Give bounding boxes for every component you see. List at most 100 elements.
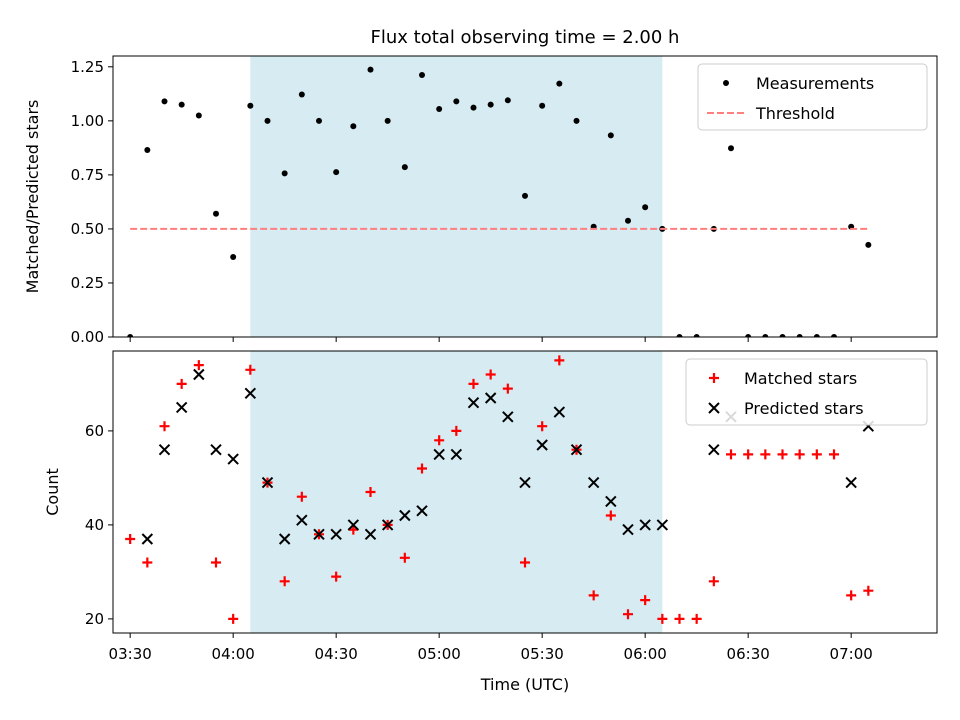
x-tick-label: 07:00 xyxy=(830,645,873,663)
measurement-point xyxy=(333,169,340,176)
measurement-point xyxy=(539,102,546,109)
predicted-star-point xyxy=(519,476,531,489)
predicted-star-point xyxy=(416,505,428,517)
matched-star-point xyxy=(159,421,170,432)
measurement-point xyxy=(796,334,803,337)
measurement-point xyxy=(247,102,254,109)
measurement-point xyxy=(625,217,631,224)
measurement-point xyxy=(178,101,185,108)
measurement-point xyxy=(127,334,134,337)
measurement-point xyxy=(161,98,168,105)
measurement-point xyxy=(281,170,288,177)
predicted-star-point xyxy=(502,411,514,423)
bottom-plot-area xyxy=(125,355,875,624)
y-axis-label: Count xyxy=(43,468,62,516)
matched-star-point xyxy=(726,449,736,460)
measurement-point xyxy=(813,334,820,337)
measurement-point xyxy=(264,117,271,124)
predicted-star-point xyxy=(570,443,583,456)
matched-star-point xyxy=(399,552,410,563)
matched-star-point xyxy=(657,613,668,624)
measurement-point xyxy=(195,112,202,119)
matched-star-point xyxy=(176,378,187,389)
predicted-star-point xyxy=(708,443,720,456)
matched-star-point xyxy=(760,449,771,460)
matched-star-point xyxy=(743,449,754,460)
legend-box xyxy=(685,358,928,426)
y-tick-label: 20 xyxy=(85,610,104,628)
matched-star-point xyxy=(708,576,719,587)
matched-star-point xyxy=(846,590,857,601)
predicted-star-point xyxy=(261,476,274,489)
measurement-point xyxy=(384,117,391,124)
matched-star-point xyxy=(451,425,462,436)
matched-star-point xyxy=(623,609,633,620)
measurement-point xyxy=(762,334,769,337)
predicted-star-point xyxy=(622,523,634,536)
measurement-point xyxy=(367,66,374,73)
matched-star-point xyxy=(245,364,256,375)
predicted-star-point xyxy=(399,509,411,522)
matched-star-point xyxy=(434,435,445,446)
measurement-point xyxy=(298,91,305,98)
matched-star-point xyxy=(674,613,685,624)
x-tick-label: 05:30 xyxy=(521,645,564,663)
x-tick-label: 06:00 xyxy=(624,645,667,663)
predicted-star-point xyxy=(175,401,188,414)
matched-star-point xyxy=(193,360,204,371)
predicted-star-point xyxy=(656,519,669,531)
measurement-point xyxy=(453,98,460,105)
measurement-point xyxy=(350,123,357,130)
matched-star-point xyxy=(537,421,548,432)
predicted-star-point xyxy=(141,533,154,545)
matched-star-point xyxy=(485,369,496,380)
y-axis-label: Matched/Predicted stars xyxy=(23,100,42,294)
measurement-point xyxy=(436,105,443,112)
y-tick-label: 1.00 xyxy=(71,112,104,130)
matched-star-point xyxy=(794,449,805,460)
legend-label: Measurements xyxy=(756,74,874,93)
y-tick-label: 0.50 xyxy=(71,220,104,238)
predicted-star-point xyxy=(347,519,360,531)
legend-marker-x xyxy=(708,402,720,414)
legend-label: Threshold xyxy=(755,104,835,123)
x-tick-label: 04:30 xyxy=(315,645,358,663)
x-axis-label: Time (UTC) xyxy=(480,675,569,694)
x-tick-label: 03:30 xyxy=(109,645,152,663)
matched-star-point xyxy=(691,613,702,624)
predicted-star-point xyxy=(381,519,394,531)
predicted-star-point xyxy=(330,528,342,541)
measurement-point xyxy=(573,117,580,124)
measurement-point xyxy=(728,145,734,152)
predicted-star-point xyxy=(587,476,600,489)
measurement-point xyxy=(607,132,614,139)
matched-star-point xyxy=(777,449,788,460)
y-tick-label: 40 xyxy=(85,516,104,534)
matched-star-point xyxy=(588,590,599,601)
matched-star-point xyxy=(279,576,290,587)
predicted-star-point xyxy=(467,396,480,409)
predicted-star-point xyxy=(433,448,445,461)
matched-star-point xyxy=(811,449,822,460)
y-tick-label: 0.75 xyxy=(71,166,104,184)
legend-label: Matched stars xyxy=(744,369,857,388)
measurement-point xyxy=(401,164,408,171)
x-tick-label: 06:30 xyxy=(727,645,770,663)
bottom-axes-frame xyxy=(112,350,938,634)
matched-star-point xyxy=(829,449,839,460)
measurement-point xyxy=(470,104,477,111)
measurement-point xyxy=(642,204,649,211)
y-tick-label: 0.25 xyxy=(71,274,104,292)
predicted-star-point xyxy=(364,528,377,541)
x-tick-label: 04:00 xyxy=(212,645,255,663)
bottom-legend: Matched stars Predicted stars xyxy=(685,358,928,426)
legend-box xyxy=(697,63,928,131)
top-shaded-region xyxy=(250,56,663,337)
measurement-point xyxy=(213,210,219,217)
legend-marker-dot xyxy=(723,80,729,86)
matched-star-point xyxy=(554,355,565,366)
matched-star-point xyxy=(640,595,651,606)
predicted-star-point xyxy=(210,443,222,456)
legend-marker-plus xyxy=(709,373,719,383)
